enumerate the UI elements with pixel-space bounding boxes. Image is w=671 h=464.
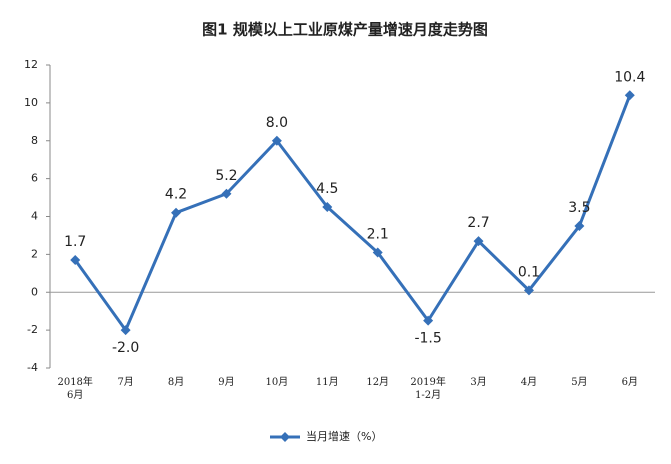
point-marker xyxy=(221,188,232,199)
y-tick-label: 6 xyxy=(31,172,38,185)
data-label: 4.2 xyxy=(165,187,187,203)
data-label: 2.7 xyxy=(467,215,489,231)
x-tick-label: 5月 xyxy=(571,377,588,388)
data-label: -1.5 xyxy=(414,331,441,347)
point-marker xyxy=(171,207,182,218)
data-label: 1.7 xyxy=(64,234,86,250)
point-marker xyxy=(624,90,635,101)
point-marker xyxy=(574,220,585,231)
x-tick-label: 8月 xyxy=(167,377,185,388)
y-tick-label: -4 xyxy=(27,361,38,374)
point-marker xyxy=(523,285,534,296)
data-label: 3.5 xyxy=(568,200,590,216)
x-tick-label: 7月 xyxy=(117,377,134,388)
x-tick-label: 12月 xyxy=(366,377,390,388)
data-label: 8.0 xyxy=(266,115,288,131)
point-marker xyxy=(271,135,282,146)
data-label: 0.1 xyxy=(518,264,540,280)
x-tick-label: 2019年 1-2月 xyxy=(410,377,446,401)
y-tick-label: 2 xyxy=(31,247,38,260)
legend-label: 当月增速（%） xyxy=(306,429,382,443)
point-marker xyxy=(423,315,434,326)
series-line xyxy=(73,94,632,334)
point-marker xyxy=(70,255,81,266)
y-tick-label: 4 xyxy=(31,210,38,223)
point-marker xyxy=(372,247,383,258)
data-label: 4.5 xyxy=(316,181,338,197)
point-marker xyxy=(473,236,484,247)
x-tick-label: 10月 xyxy=(265,377,289,388)
x-tick-label: 4月 xyxy=(520,377,538,388)
x-tick-label: 11月 xyxy=(315,377,339,388)
y-tick-label: 10 xyxy=(24,96,38,109)
data-label: 2.1 xyxy=(367,226,389,242)
chart-title: 图1 规模以上工业原煤产量增速月度走势图 xyxy=(202,21,488,39)
data-label: -2.0 xyxy=(112,340,139,356)
data-label: 5.2 xyxy=(215,168,237,184)
y-tick-label: 12 xyxy=(24,58,38,71)
y-tick-label: 0 xyxy=(31,285,38,298)
x-tick-label: 2018年 6月 xyxy=(57,377,93,401)
point-marker xyxy=(120,325,131,336)
x-tick-label: 3月 xyxy=(470,377,487,388)
y-tick-label: 8 xyxy=(31,134,38,147)
x-tick-label: 6月 xyxy=(621,377,638,388)
x-tick-label: 9月 xyxy=(218,377,235,388)
data-label: 10.4 xyxy=(614,69,645,85)
legend-marker xyxy=(280,432,290,442)
y-tick-label: -2 xyxy=(27,323,38,336)
point-marker xyxy=(322,202,333,213)
